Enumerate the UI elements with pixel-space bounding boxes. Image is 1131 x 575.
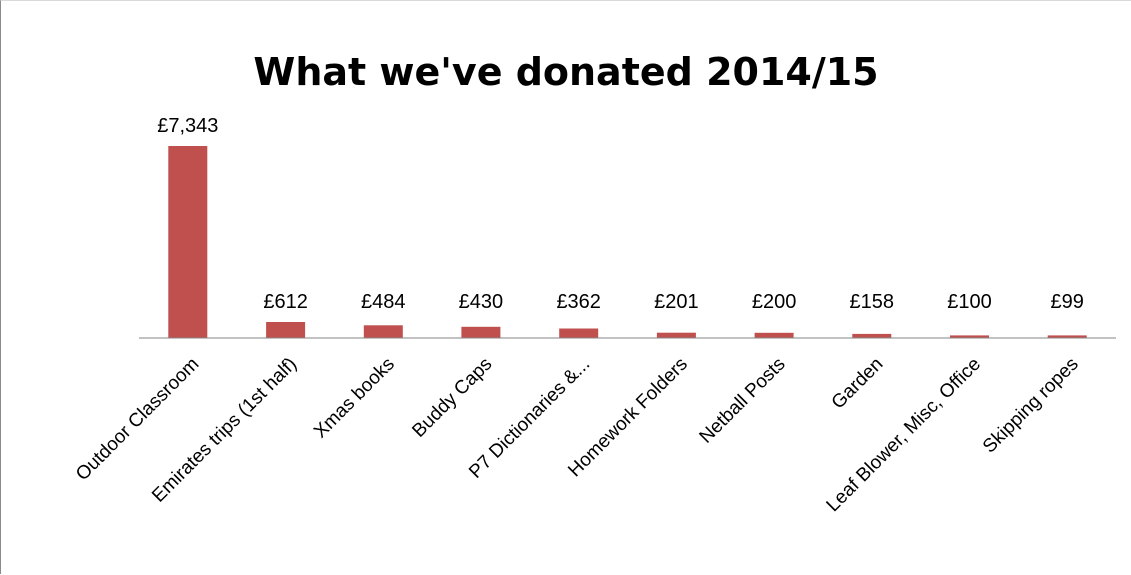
bar (461, 326, 501, 338)
bar (754, 332, 794, 338)
bar (266, 322, 306, 338)
bar (852, 333, 892, 338)
data-label: £158 (850, 291, 895, 313)
bar (363, 325, 403, 338)
chart-title: What we've donated 2014/15 (253, 50, 878, 94)
bar (1047, 335, 1087, 338)
data-label: £7,343 (157, 115, 218, 137)
category-label: Garden (828, 354, 888, 414)
data-label: £484 (361, 291, 406, 313)
category-label: Skipping ropes (979, 354, 1083, 458)
category-label: Netball Posts (696, 354, 790, 448)
data-label: £99 (1051, 291, 1084, 313)
bar (559, 328, 599, 338)
data-label: £430 (459, 291, 504, 313)
data-label: £201 (654, 291, 699, 313)
category-label: Buddy Caps (408, 354, 496, 442)
data-label: £100 (947, 291, 992, 313)
data-labels-group: £7,343 £612 £484 £430 £362 £201 £200 £158 £100 £9… (157, 115, 1084, 313)
data-label: £200 (752, 291, 797, 313)
bar (656, 332, 696, 338)
bar (950, 335, 989, 338)
bar (168, 146, 208, 338)
bars-group (168, 146, 1087, 338)
category-label: Xmas books (310, 354, 399, 443)
data-label: £362 (556, 291, 601, 313)
data-label: £612 (263, 291, 308, 313)
